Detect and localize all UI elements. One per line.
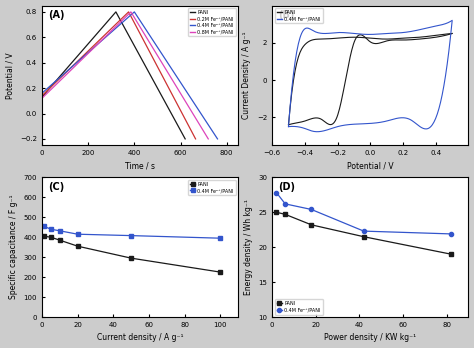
- Line: 0.4M Fe²⁺/PANI: 0.4M Fe²⁺/PANI: [274, 191, 453, 236]
- Text: (B): (B): [278, 10, 294, 20]
- Legend: PANI, 0.4M Fe²⁺/PANI: PANI, 0.4M Fe²⁺/PANI: [274, 8, 323, 23]
- X-axis label: Potential / V: Potential / V: [347, 162, 393, 171]
- PANI: [309, 223, 314, 227]
- PANI: [75, 244, 81, 248]
- PANI: [48, 235, 54, 239]
- PANI: [57, 238, 63, 242]
- 0.4M Fe²⁺/PANI: [48, 227, 54, 231]
- PANI: [448, 252, 454, 256]
- 0.4M Fe²⁺/PANI: [128, 234, 134, 238]
- 0.4M Fe²⁺/PANI: [218, 236, 223, 240]
- Y-axis label: Specific capacitance / F g⁻¹: Specific capacitance / F g⁻¹: [9, 195, 18, 299]
- Line: PANI: PANI: [274, 210, 453, 256]
- 0.4M Fe²⁺/PANI: [75, 232, 81, 236]
- X-axis label: Power density / KW kg⁻¹: Power density / KW kg⁻¹: [324, 333, 416, 342]
- Line: PANI: PANI: [42, 234, 222, 274]
- PANI: [361, 235, 366, 239]
- Legend: PANI, 0.4M Fe²⁺/PANI: PANI, 0.4M Fe²⁺/PANI: [274, 299, 323, 315]
- 0.4M Fe²⁺/PANI: [41, 224, 46, 228]
- 0.4M Fe²⁺/PANI: [273, 191, 279, 195]
- PANI: [273, 210, 279, 214]
- Text: (D): (D): [278, 182, 295, 191]
- Text: (A): (A): [48, 10, 64, 20]
- X-axis label: Time / s: Time / s: [125, 162, 155, 171]
- Y-axis label: Energy density / Wh kg⁻¹: Energy density / Wh kg⁻¹: [244, 199, 253, 295]
- Line: 0.4M Fe²⁺/PANI: 0.4M Fe²⁺/PANI: [42, 224, 222, 240]
- 0.4M Fe²⁺/PANI: [57, 229, 63, 233]
- Y-axis label: Potential / V: Potential / V: [6, 52, 15, 99]
- PANI: [218, 270, 223, 274]
- PANI: [283, 212, 288, 216]
- 0.4M Fe²⁺/PANI: [448, 232, 454, 236]
- PANI: [128, 256, 134, 260]
- PANI: [41, 234, 46, 238]
- Text: (C): (C): [48, 182, 64, 191]
- 0.4M Fe²⁺/PANI: [361, 229, 366, 233]
- Legend: PANI, 0.4M Fe²⁺/PANI: PANI, 0.4M Fe²⁺/PANI: [188, 180, 236, 195]
- 0.4M Fe²⁺/PANI: [283, 202, 288, 206]
- X-axis label: Current density / A g⁻¹: Current density / A g⁻¹: [97, 333, 183, 342]
- Legend: PANI, 0.2M Fe²⁺/PANI, 0.4M Fe²⁺/PANI, 0.8M Fe²⁺/PANI: PANI, 0.2M Fe²⁺/PANI, 0.4M Fe²⁺/PANI, 0.…: [188, 8, 236, 36]
- 0.4M Fe²⁺/PANI: [309, 207, 314, 212]
- Y-axis label: Current Density / A g⁻¹: Current Density / A g⁻¹: [243, 32, 252, 119]
